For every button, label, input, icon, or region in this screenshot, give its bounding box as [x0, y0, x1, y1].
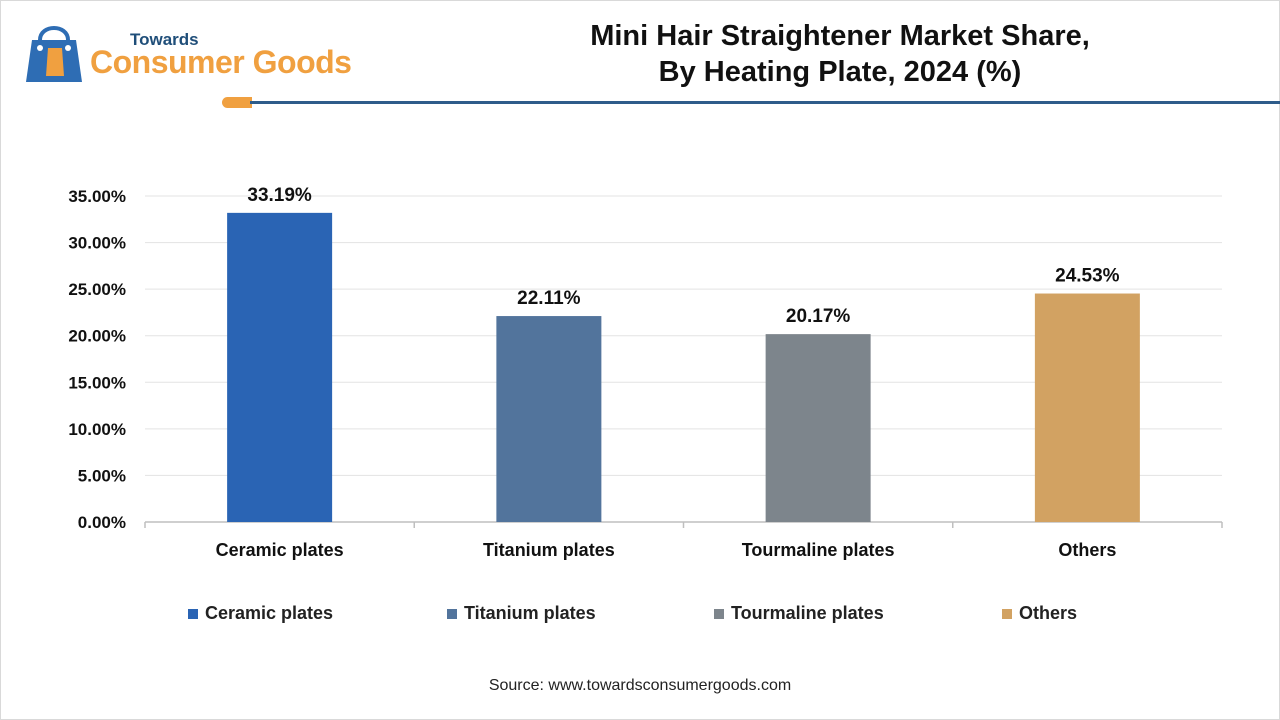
bar [765, 334, 871, 522]
legend-item-others: Others [1002, 603, 1077, 624]
x-tick-label: Tourmaline plates [742, 540, 895, 560]
legend-label-others: Others [1019, 603, 1078, 623]
chart-title: Mini Hair Straightener Market Share, By … [500, 18, 1180, 90]
title-rule [250, 101, 1280, 104]
legend-label-ceramic: Ceramic plates [205, 603, 334, 623]
x-tick-label: Titanium plates [483, 540, 615, 560]
source-note: Source: www.towardsconsumergoods.com [488, 677, 792, 694]
data-label: 20.17% [786, 306, 851, 327]
data-label: 24.53% [1055, 266, 1120, 287]
brand-logo: Towards Consumer Goods [18, 18, 368, 88]
y-tick-label: 25.00% [68, 280, 126, 299]
y-tick-label: 20.00% [68, 327, 126, 346]
logo-towards-text: Towards [130, 30, 199, 49]
legend-item-ceramic: Ceramic plates [188, 603, 333, 624]
legend-swatch-tourmaline [714, 608, 724, 619]
chart-title-line1: Mini Hair Straightener Market Share, [590, 20, 1090, 52]
legend-swatch-ceramic [188, 608, 198, 619]
chart-title-line2: By Heating Plate, 2024 (%) [658, 56, 1022, 88]
legend-swatch-titanium [447, 608, 457, 619]
legend-swatch-others [1002, 608, 1012, 619]
title-rule-accent [222, 97, 252, 108]
bar [1034, 293, 1140, 522]
y-tick-label: 0.00% [78, 513, 126, 532]
data-label: 33.19% [247, 185, 312, 206]
shopping-bag-icon [26, 26, 82, 82]
bar [496, 316, 602, 522]
y-tick-label: 30.00% [68, 234, 126, 253]
legend-item-tourmaline: Tourmaline plates [714, 603, 884, 624]
logo-consumer-goods-text: Consumer Goods [90, 44, 352, 80]
y-tick-label: 35.00% [68, 187, 126, 206]
legend-label-tourmaline: Tourmaline plates [731, 603, 884, 623]
y-tick-label: 5.00% [78, 466, 126, 485]
x-tick-label: Others [1058, 540, 1116, 560]
x-tick-label: Ceramic plates [216, 540, 344, 560]
legend-item-titanium: Titanium plates [447, 603, 596, 624]
y-tick-label: 10.00% [68, 420, 126, 439]
bar-chart: 0.00% 5.00% 10.00% 15.00% 20.00% 25.00% 30.00%… [68, 185, 1223, 560]
y-tick-label: 15.00% [68, 373, 126, 392]
chart-legend: Ceramic plates Titanium plates Tourmalin… [0, 603, 1280, 625]
data-label: 22.11% [517, 288, 580, 309]
legend-label-titanium: Titanium plates [464, 603, 596, 623]
bar [227, 212, 333, 522]
